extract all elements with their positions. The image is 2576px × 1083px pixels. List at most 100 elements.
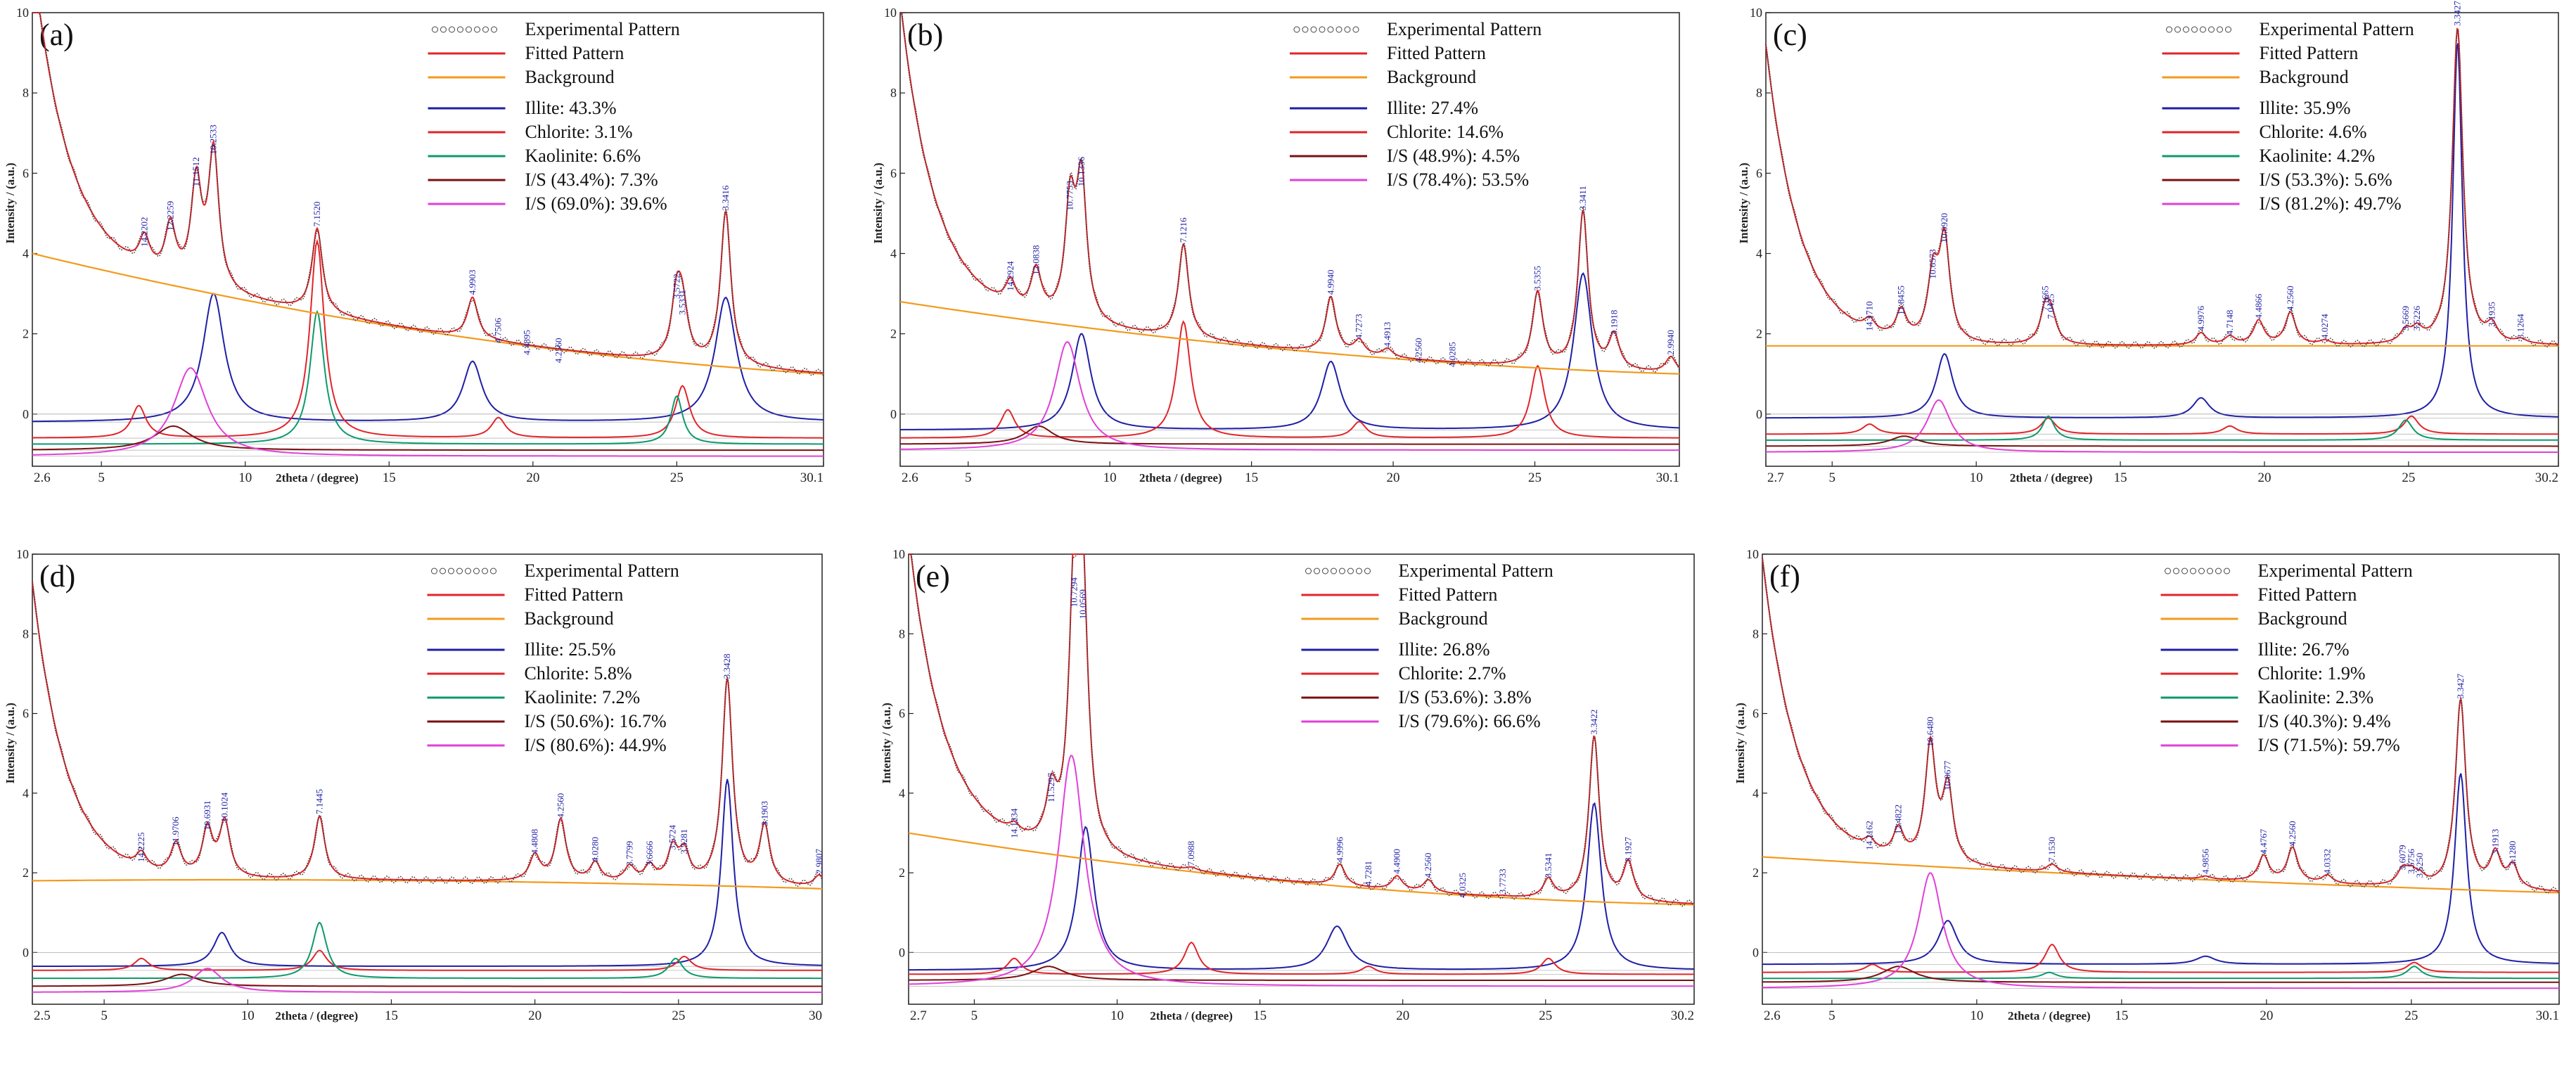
peak-label: 4.7148 [2224, 310, 2235, 335]
peak-label: 3.3416 [720, 185, 731, 210]
x-tick-label: 15 [1245, 470, 1258, 485]
component-curve-5 [1766, 399, 2558, 453]
peak-label: 12.0838 [1030, 245, 1041, 274]
plot-frame [1762, 553, 2560, 1005]
legend-label: Experimental Pattern [525, 560, 679, 581]
x-tick-label: 2.6 [1764, 1008, 1781, 1023]
x-tick-label: 25 [670, 470, 684, 485]
plot-frame [1765, 12, 2559, 467]
legend: Experimental Pattern Fitted Pattern Backgr… [428, 19, 680, 214]
legend-label: Fitted Pattern [525, 584, 624, 605]
legend-label: Chlorite: 4.6% [2260, 122, 2367, 142]
legend-marker [1314, 568, 1320, 575]
y-tick-label: 0 [1752, 945, 1759, 959]
legend-marker [466, 26, 472, 33]
x-tick-label: 15 [383, 470, 396, 485]
peak-label: 10.0569 [1077, 589, 1088, 619]
x-tick-label: 20 [1387, 470, 1400, 485]
component-curve-5 [1762, 872, 2559, 989]
y-tick-label: 2 [890, 327, 897, 341]
fitted-pattern-curve [900, 12, 1680, 370]
peak-label: 7.1520 [312, 201, 322, 226]
legend-label: Background [525, 67, 615, 87]
y-tick-label: 6 [1756, 166, 1762, 180]
legend-marker [1335, 26, 1343, 33]
legend-marker [2165, 568, 2171, 575]
peak-label: 3.5281 [679, 829, 689, 854]
legend-label: Chlorite: 3.1% [525, 122, 633, 142]
peak-label: 4.0325 [1457, 873, 1468, 898]
legend-label: Illite: 35.9% [2260, 98, 2351, 118]
peak-label: 2.9940 [1665, 330, 1676, 355]
x-tick-label: 20 [528, 1008, 542, 1023]
peak-label: 10.7753 [1065, 181, 1075, 210]
legend-label: Fitted Pattern [2258, 584, 2357, 605]
peak-label: 4.9996 [1334, 837, 1345, 862]
legend-marker [1319, 26, 1326, 33]
experimental-pattern-curve [1765, 29, 2559, 349]
component-curve-4 [32, 973, 822, 987]
legend: Experimental Pattern Fitted Pattern Backgr… [2160, 560, 2413, 755]
x-tick-label: 25 [1528, 470, 1542, 485]
legend: Experimental Pattern Fitted Pattern Backgr… [2162, 19, 2414, 214]
x-tick-label: 2.7 [910, 1008, 927, 1023]
background-curve [32, 878, 823, 890]
x-tick-label: 20 [2260, 1008, 2273, 1023]
legend: Experimental Pattern Fitted Pattern Backgr… [1301, 560, 1553, 731]
legend-marker [448, 568, 454, 575]
legend-label: Fitted Pattern [1387, 43, 1486, 63]
legend-marker [2200, 26, 2206, 33]
panel-label: (e) [916, 559, 950, 594]
plot-frame [32, 553, 823, 1005]
legend-label: Chlorite: 1.9% [2258, 663, 2366, 684]
component-curve-5 [32, 967, 822, 993]
component-curve-3 [1762, 966, 2559, 980]
peak-label: 4.2560 [1423, 853, 1433, 878]
peak-label: 7.1445 [314, 789, 324, 814]
legend-marker [2191, 26, 2198, 33]
y-tick-label: 10 [1746, 547, 1759, 561]
y-tick-label: 8 [1752, 627, 1759, 641]
peak-label: 14.1162 [1864, 821, 1874, 850]
x-tick-label: 20 [1396, 1008, 1409, 1023]
x-tick-label: 10 [1103, 470, 1117, 485]
peak-label: 3.1913 [2490, 829, 2500, 854]
peak-label: 3.6666 [644, 840, 655, 866]
x-tick-label: 25 [1539, 1008, 1552, 1023]
peak-label: 3.5355 [1532, 266, 1543, 291]
legend-label: Fitted Pattern [1399, 584, 1498, 605]
x-tick-label: 25 [672, 1008, 685, 1023]
peak-label: 10.1336 [1076, 156, 1087, 186]
peak-label: 4.9856 [2200, 849, 2210, 874]
y-axis-label: Intensity / (a.u.) [4, 703, 17, 783]
legend-label: Experimental Pattern [525, 19, 680, 39]
legend-label: Fitted Pattern [525, 43, 624, 63]
peak-label: 4.4913 [1382, 322, 1392, 347]
peak-label: 11.1512 [191, 157, 201, 186]
x-tick-label: 25 [2404, 1008, 2418, 1023]
legend-label: Chlorite: 2.7% [1399, 663, 1506, 684]
x-tick-label: 20 [526, 470, 539, 485]
peak-label: 3.1927 [1623, 837, 1634, 862]
panel-label: (c) [1773, 18, 1807, 52]
legend-marker [440, 26, 447, 33]
x-tick-label: 5 [965, 470, 972, 485]
legend-label: Illite: 26.8% [1399, 639, 1490, 660]
peak-label: 4.2560 [555, 793, 565, 819]
x-tick-label: 25 [2402, 470, 2415, 485]
legend-label: Illite: 27.4% [1387, 98, 1478, 118]
y-tick-label: 10 [16, 6, 29, 20]
legend-label: Illite: 26.7% [2258, 639, 2350, 660]
y-tick-label: 0 [23, 407, 29, 421]
y-tick-label: 8 [890, 86, 897, 100]
peak-label: 4.2560 [2285, 286, 2295, 311]
y-axis-label: Intensity / (a.u.) [880, 703, 893, 783]
x-tick-label: 15 [2115, 1008, 2128, 1023]
legend-label: I/S (53.6%): 3.8% [1399, 687, 1532, 707]
y-axis-label: Intensity / (a.u.) [1734, 703, 1747, 783]
plot-frame [908, 553, 1695, 1005]
y-tick-label: 4 [890, 246, 897, 260]
peak-label: 4.4767 [2258, 828, 2269, 854]
